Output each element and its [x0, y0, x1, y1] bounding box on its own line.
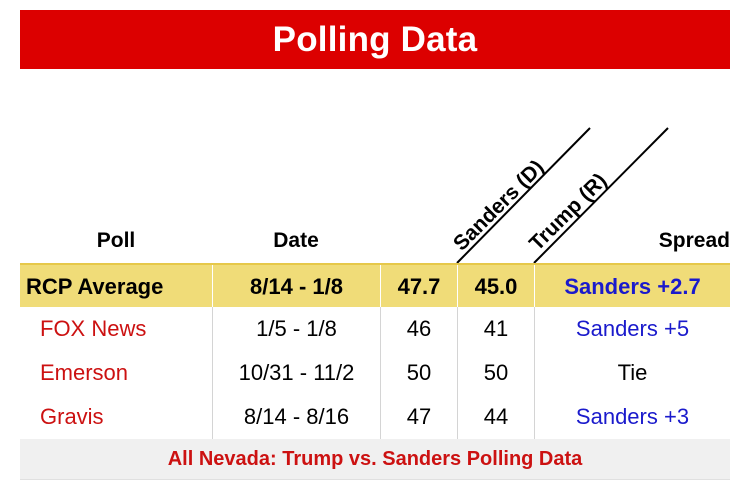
average-sanders: 47.7 — [380, 265, 457, 309]
poll-link[interactable]: Emerson — [40, 360, 129, 385]
average-spread: Sanders +2.7 — [534, 265, 730, 309]
average-poll: RCP Average — [26, 274, 164, 299]
banner-title: Polling Data — [272, 19, 478, 59]
average-date: 8/14 - 1/8 — [212, 265, 380, 309]
spread-link[interactable]: Sanders +5 — [534, 307, 730, 351]
spread-value: Tie — [534, 351, 730, 395]
trump-value: 44 — [457, 395, 534, 439]
header-poll: Poll — [96, 229, 136, 252]
poll-link[interactable]: Gravis — [40, 404, 104, 429]
average-trump: 45.0 — [457, 265, 534, 309]
sanders-value: 47 — [380, 395, 457, 439]
header-date: Date — [273, 229, 319, 252]
header-spread: Spread — [658, 229, 730, 252]
poll-date: 8/14 - 8/16 — [212, 395, 380, 439]
trump-value: 41 — [457, 307, 534, 351]
trump-value: 50 — [457, 351, 534, 395]
poll-date: 10/31 - 11/2 — [212, 351, 380, 395]
table-row: FOX News 1/5 - 1/8 46 41 Sanders +5 — [20, 307, 730, 352]
poll-link[interactable]: FOX News — [40, 316, 147, 341]
table-row: Emerson 10/31 - 11/2 50 50 Tie — [20, 351, 730, 396]
rcp-average-row: RCP Average 8/14 - 1/8 47.7 45.0 Sanders… — [20, 263, 730, 311]
poll-date: 1/5 - 1/8 — [212, 307, 380, 351]
table-row: Gravis 8/14 - 8/16 47 44 Sanders +3 — [20, 395, 730, 440]
all-polling-data-link[interactable]: All Nevada: Trump vs. Sanders Polling Da… — [20, 439, 730, 480]
sanders-value: 50 — [380, 351, 457, 395]
spread-link[interactable]: Sanders +3 — [534, 395, 730, 439]
polling-data-banner: Polling Data — [20, 10, 730, 69]
sanders-value: 46 — [380, 307, 457, 351]
